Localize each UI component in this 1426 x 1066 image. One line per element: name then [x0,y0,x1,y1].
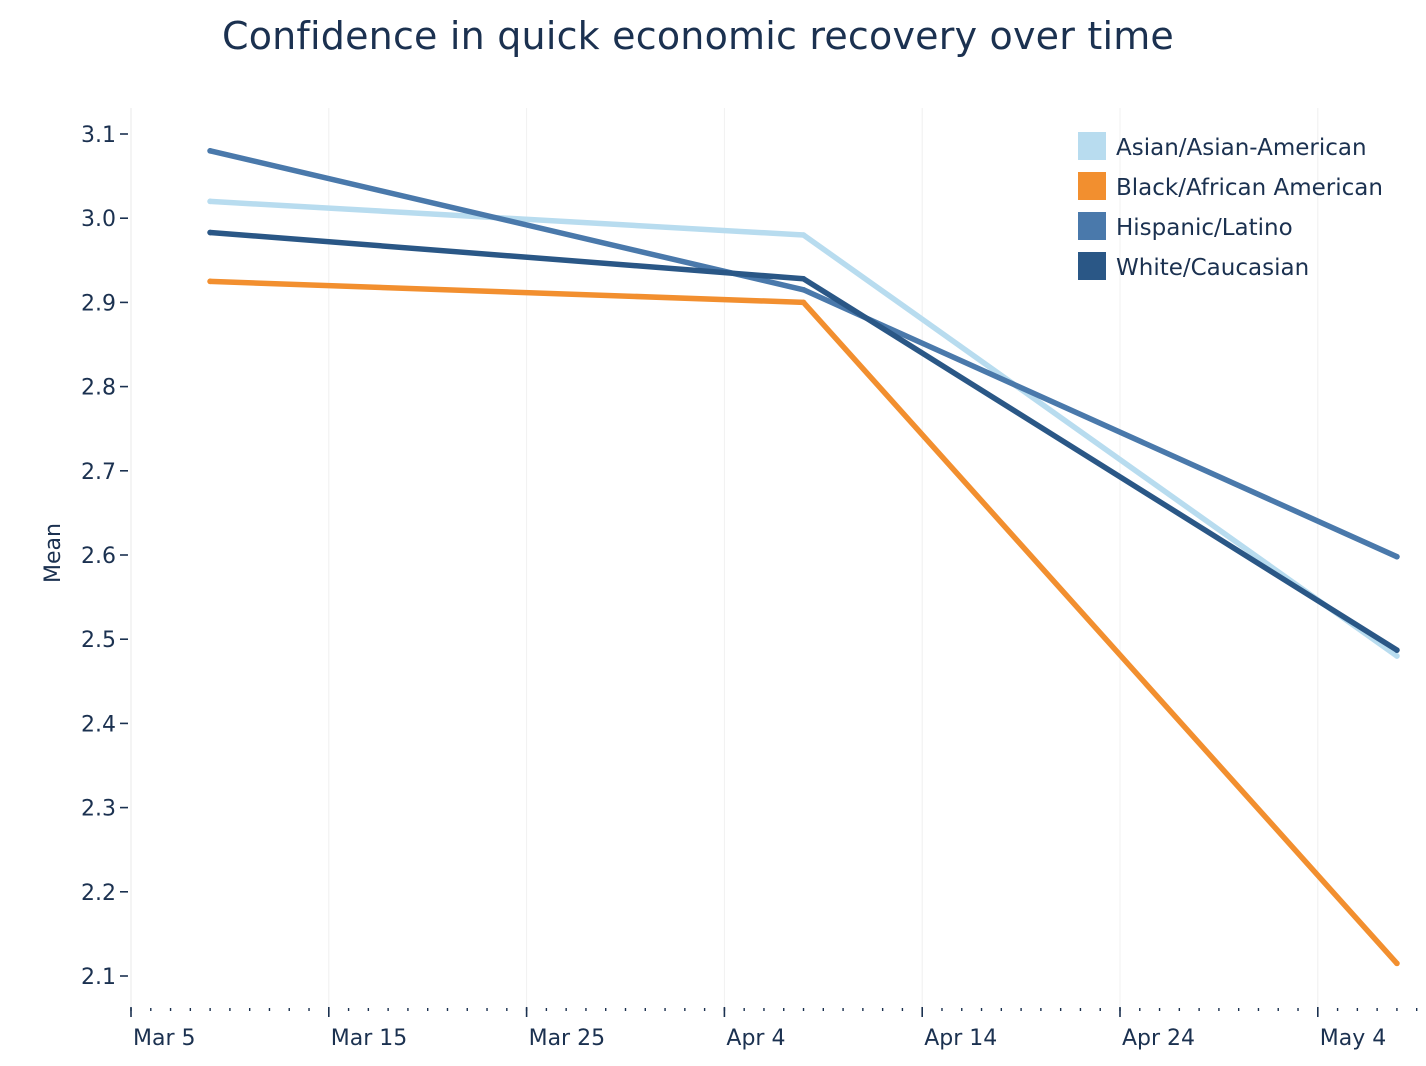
y-tick-label: 3.0 [81,207,116,232]
data-point [1394,653,1400,659]
y-tick-label: 2.8 [81,376,116,401]
legend-swatch [1078,172,1106,200]
x-tick-label: Apr 4 [726,1026,785,1051]
legend-label: White/Caucasian [1116,255,1309,281]
y-tick-label: 3.1 [81,123,116,148]
y-tick-label: 2.6 [81,544,116,569]
data-point [800,286,807,293]
legend-swatch [1078,252,1106,280]
x-tick-label: Apr 24 [1122,1026,1195,1051]
y-tick-label: 2.3 [81,797,116,822]
x-tick-label: Mar 5 [133,1026,196,1051]
x-tick-label: Apr 14 [924,1026,997,1051]
data-point [1394,647,1400,653]
y-tick-label: 2.1 [81,965,116,990]
data-point [207,229,213,236]
series-line-black-african-american [207,278,1400,967]
legend: Asian/Asian-American Black/African Americ… [1078,132,1383,281]
x-tick-label: Mar 15 [331,1026,408,1051]
data-point [800,232,807,238]
data-point [207,278,213,285]
series-line-white-caucasian [207,229,1400,653]
y-tick-label: 2.2 [81,881,116,906]
y-tick-label: 2.4 [81,712,116,737]
legend-swatch [1078,212,1106,240]
data-point [800,299,807,306]
x-tick-label: May 4 [1320,1026,1386,1051]
x-tick-label: Mar 25 [529,1026,606,1051]
data-point [1394,960,1400,967]
legend-swatch [1078,132,1106,160]
data-point [207,198,213,205]
y-axis-title: Mean [41,523,66,583]
series-lines [207,148,1400,967]
chart-title: Confidence in quick economic recovery ov… [221,14,1175,58]
legend-label: Asian/Asian-American [1116,135,1367,161]
legend-label: Hispanic/Latino [1116,215,1293,241]
y-tick-label: 2.9 [81,291,116,316]
y-tick-label: 2.5 [81,628,116,653]
legend-label: Black/African American [1116,175,1383,201]
data-point [1394,553,1400,560]
data-point [207,148,213,154]
y-tick-label: 2.7 [81,460,116,485]
axes: Mar 5 Mar 15 Mar 25 Apr 4 Apr 14 Apr 24 May 4 2… [81,123,1418,1051]
data-point [800,276,807,282]
